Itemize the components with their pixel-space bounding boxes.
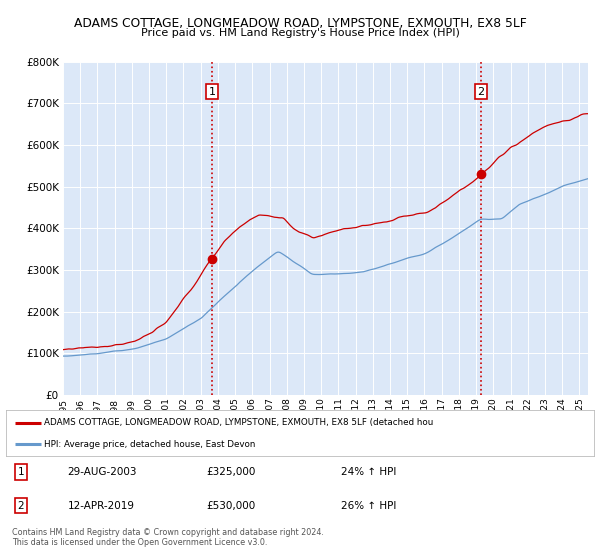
Text: 1: 1: [17, 467, 24, 477]
Text: 2: 2: [478, 87, 484, 96]
Text: Price paid vs. HM Land Registry's House Price Index (HPI): Price paid vs. HM Land Registry's House …: [140, 28, 460, 38]
Text: 26% ↑ HPI: 26% ↑ HPI: [341, 501, 397, 511]
Text: ADAMS COTTAGE, LONGMEADOW ROAD, LYMPSTONE, EXMOUTH, EX8 5LF: ADAMS COTTAGE, LONGMEADOW ROAD, LYMPSTON…: [74, 17, 526, 30]
Text: £325,000: £325,000: [206, 467, 255, 477]
Text: HPI: Average price, detached house, East Devon: HPI: Average price, detached house, East…: [44, 440, 256, 449]
Text: 2: 2: [17, 501, 24, 511]
Text: 24% ↑ HPI: 24% ↑ HPI: [341, 467, 397, 477]
Text: ADAMS COTTAGE, LONGMEADOW ROAD, LYMPSTONE, EXMOUTH, EX8 5LF (detached hou: ADAMS COTTAGE, LONGMEADOW ROAD, LYMPSTON…: [44, 418, 433, 427]
Text: This data is licensed under the Open Government Licence v3.0.: This data is licensed under the Open Gov…: [12, 539, 268, 548]
Text: £530,000: £530,000: [206, 501, 255, 511]
Text: 12-APR-2019: 12-APR-2019: [68, 501, 135, 511]
Text: 29-AUG-2003: 29-AUG-2003: [68, 467, 137, 477]
Text: 1: 1: [209, 87, 215, 96]
Text: Contains HM Land Registry data © Crown copyright and database right 2024.: Contains HM Land Registry data © Crown c…: [12, 529, 324, 538]
